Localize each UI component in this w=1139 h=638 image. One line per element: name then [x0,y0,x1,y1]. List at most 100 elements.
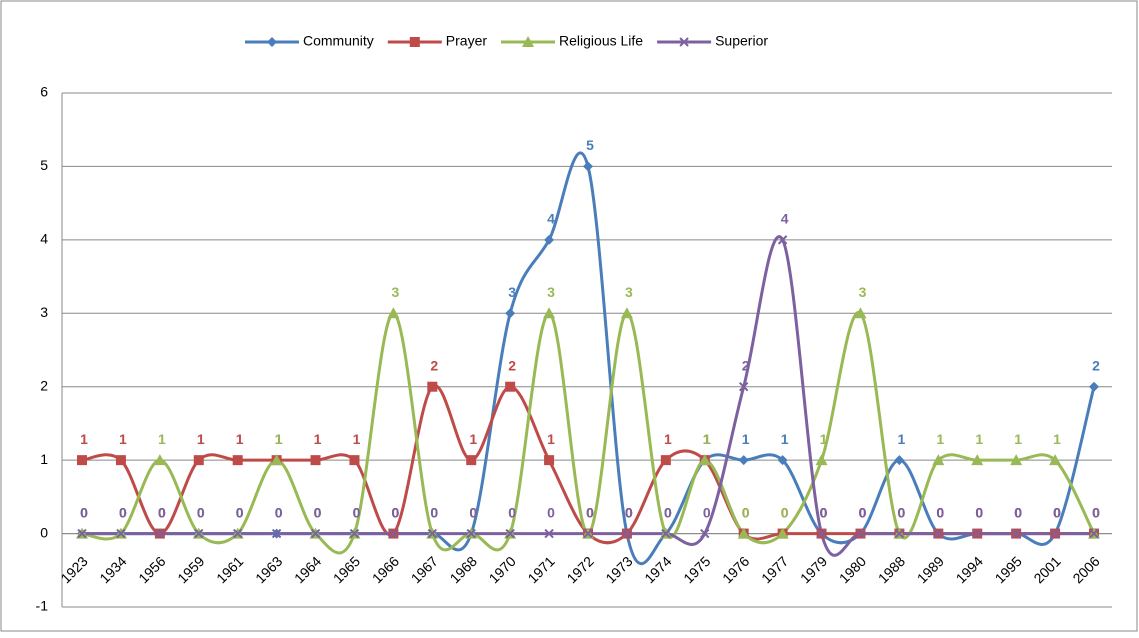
y-tick-label: 4 [40,231,48,247]
point-marker [193,455,204,466]
data-label: 0 [508,504,516,520]
data-label: 0 [664,504,672,520]
legend-label: Community [303,33,374,49]
data-label: 3 [508,284,516,300]
data-label: 1 [119,431,127,447]
legend-marker [267,37,277,47]
data-label: 0 [430,504,438,520]
point-marker [505,528,515,539]
data-label: 0 [625,504,633,520]
data-label: 1 [236,431,244,447]
point-marker [583,161,593,172]
point-marker [115,455,126,466]
point-marker [77,528,87,539]
data-label: 0 [1092,504,1100,520]
point-marker [1011,528,1021,539]
data-label: 1 [197,431,205,447]
data-label: 0 [1053,504,1061,520]
data-label: 3 [625,284,633,300]
data-label: 0 [975,504,983,520]
point-marker [1050,528,1060,539]
data-label: 0 [703,504,711,520]
data-label: 0 [236,504,244,520]
point-marker [232,528,243,539]
point-marker [544,455,555,466]
data-label: 1 [703,431,711,447]
point-marker [738,455,749,466]
data-label: 1 [703,431,711,447]
point-marker [505,381,516,392]
point-marker [543,307,556,319]
data-label: 0 [936,504,944,520]
point-marker [427,528,438,539]
point-marker [620,307,633,319]
data-label: 0 [158,504,166,520]
data-label: 1 [1053,431,1061,447]
data-label: 0 [897,504,905,520]
data-label: 0 [1092,504,1100,520]
point-marker [310,528,321,539]
data-label: 0 [781,504,789,520]
data-label: 0 [625,504,633,520]
y-tick-label: 3 [40,304,48,320]
data-label: 5 [586,137,594,153]
point-marker [387,307,400,319]
data-label: 0 [936,504,944,520]
point-marker [310,455,321,466]
data-label: 0 [975,504,983,520]
data-label: 1 [275,431,283,447]
point-marker [737,527,750,539]
point-marker [661,528,671,539]
legend-label: Religious Life [559,33,643,49]
point-marker [583,528,593,539]
data-label: 1 [314,431,322,447]
data-label: 0 [469,504,477,520]
data-label: 1 [353,431,361,447]
point-marker [155,528,165,539]
data-label: 0 [1053,504,1061,520]
point-marker [1010,454,1023,466]
point-marker [622,528,632,539]
data-label: 0 [586,504,594,520]
data-label: 0 [314,504,322,520]
point-marker [855,528,866,539]
point-marker [1049,454,1062,466]
data-label: 0 [236,504,244,520]
data-label: 0 [80,504,88,520]
data-label: 1 [820,431,828,447]
data-label: 0 [1092,504,1100,520]
point-marker [270,454,283,466]
data-label: 3 [859,284,867,300]
data-label: 0 [664,504,672,520]
data-label: 1 [975,431,983,447]
data-label: 1 [469,431,477,447]
point-marker [544,234,555,245]
point-marker [700,528,710,539]
data-label: 1 [547,431,555,447]
data-label: 0 [820,504,828,520]
point-marker [1089,528,1099,539]
data-label: 2 [508,357,516,373]
y-tick-label: 0 [40,524,48,540]
point-marker [116,528,126,539]
data-label: 0 [158,504,166,520]
point-marker [153,454,166,466]
data-label: 0 [391,504,399,520]
data-label: 0 [119,504,127,520]
legend-marker [522,36,535,47]
data-label: 0 [625,504,633,520]
data-label: 0 [391,504,399,520]
data-label: 0 [897,504,905,520]
point-marker [972,528,982,539]
point-marker [854,307,867,319]
point-marker [894,455,905,466]
data-label: 0 [1014,504,1022,520]
data-label: 0 [936,504,944,520]
data-label: 0 [547,504,555,520]
legend-label: Prayer [446,33,488,49]
data-label: 0 [119,504,127,520]
data-label: 0 [820,504,828,520]
point-marker [776,527,789,539]
